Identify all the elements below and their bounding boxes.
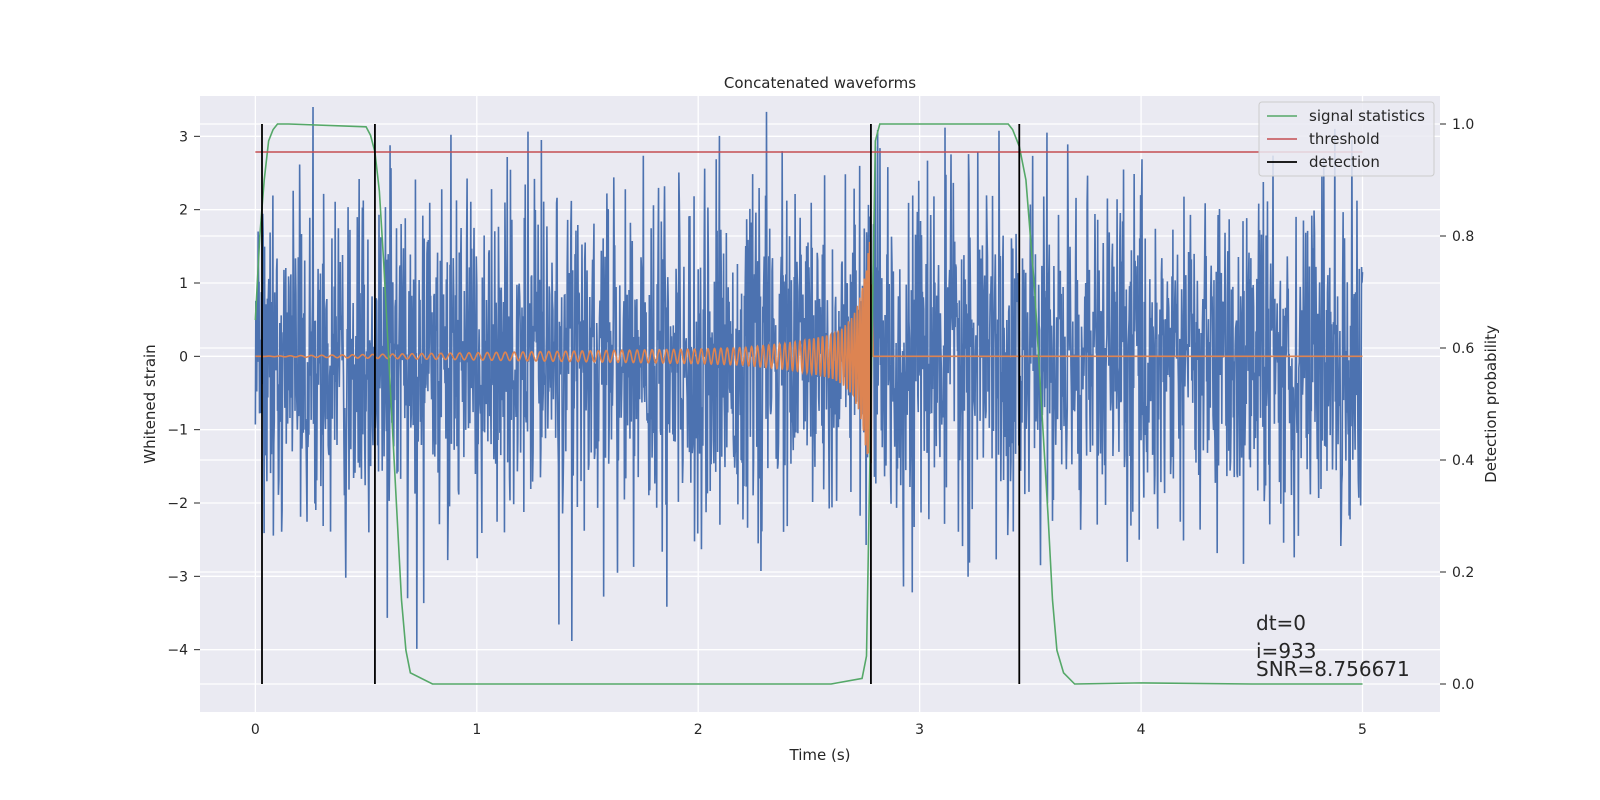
y-tick-label-right: 0.0 (1452, 677, 1474, 693)
annotation-snr: SNR=8.756671 (1256, 657, 1410, 681)
x-tick-label: 1 (472, 722, 481, 738)
legend-box (1258, 101, 1435, 177)
signal-statistics-line (254, 123, 1363, 685)
y-tick-label-right: 0.2 (1452, 565, 1474, 581)
legend: signal statistics threshold detection (1258, 101, 1435, 177)
y-tick-label-left: 2 (179, 203, 188, 219)
series-layer (254, 106, 1364, 685)
tick-labels: 0 1 2 3 4 5 3 2 1 0 −1 −2 −3 −4 1.0 0.8 0.6 0.4 0.2 0.0 (167, 117, 1474, 738)
x-axis-label: Time (s) (789, 746, 851, 764)
y-tick-label-right: 1.0 (1452, 117, 1474, 133)
x-tick-label: 3 (915, 722, 924, 738)
y-tick-label-left: −4 (167, 643, 188, 659)
y-tick-label-left: −2 (167, 496, 188, 512)
y-tick-label-right: 0.8 (1452, 229, 1474, 245)
y-tick-label-right: 0.6 (1452, 341, 1474, 357)
x-tick-label: 5 (1358, 722, 1367, 738)
x-tick-label: 0 (251, 722, 260, 738)
injected-waveform-line (255, 241, 1363, 464)
x-tick-label: 2 (694, 722, 703, 738)
annotation-dt: dt=0 (1256, 611, 1306, 635)
y-tick-label-left: −1 (167, 423, 188, 439)
legend-detection-label: detection (1309, 153, 1380, 171)
left-axis-gridlines (200, 135, 1440, 651)
legend-threshold-label: threshold (1309, 130, 1380, 148)
y-axis-label-left: Whitened strain (141, 344, 159, 463)
y-tick-label-left: 1 (179, 276, 188, 292)
chart-title: Concatenated waveforms (724, 74, 916, 92)
legend-signal-statistics-label: signal statistics (1309, 107, 1425, 125)
y-tick-label-left: 0 (179, 349, 188, 365)
y-axis-label-right: Detection probability (1482, 325, 1500, 483)
x-tick-label: 4 (1137, 722, 1146, 738)
y-tick-label-left: −3 (167, 569, 188, 585)
annotation-i: i=933 (1256, 639, 1317, 663)
y-tick-label-right: 0.4 (1452, 453, 1474, 469)
y-tick-label-left: 3 (179, 129, 188, 145)
